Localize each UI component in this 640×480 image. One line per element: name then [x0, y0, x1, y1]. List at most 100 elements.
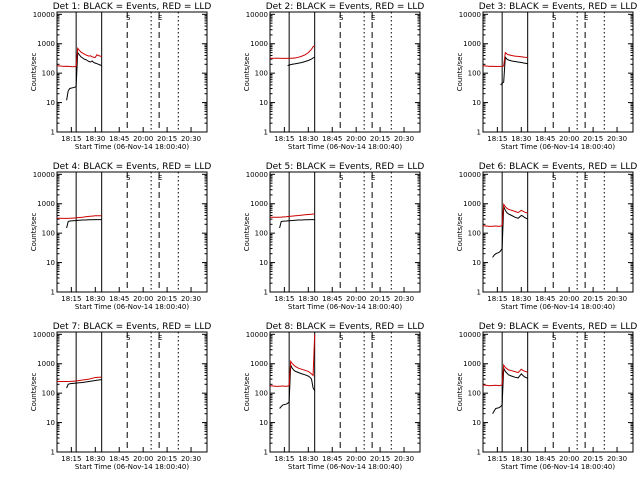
y-axis-label: Counts/sec — [456, 213, 464, 252]
x-tick-label: 20:30 — [394, 455, 414, 463]
x-axis-label: Start Time (06-Nov-14 18:00:40) — [75, 303, 189, 311]
x-tick-label: 18:45 — [322, 295, 342, 303]
y-tick-label: 1000 — [463, 200, 481, 208]
y-tick-label: 100 — [468, 390, 481, 398]
x-tick-label: 20:30 — [607, 135, 627, 143]
x-tick-label: 18:15 — [61, 455, 81, 463]
y-tick-label: 100 — [255, 390, 268, 398]
y-tick-label: 10000 — [33, 171, 55, 179]
series-events-line — [492, 366, 528, 414]
y-tick-label: 1000 — [463, 360, 481, 368]
x-tick-label: 20:00 — [133, 295, 153, 303]
x-tick-label: 18:30 — [298, 455, 318, 463]
y-axis-label: Counts/sec — [456, 373, 464, 412]
x-tick-label: 20:00 — [559, 455, 579, 463]
y-tick-label: 1 — [477, 289, 481, 297]
x-tick-label: 20:00 — [559, 295, 579, 303]
x-tick-label: 20:30 — [607, 295, 627, 303]
series-lld-line — [269, 334, 316, 387]
series-events-line — [492, 206, 528, 258]
series-lld-line — [57, 215, 102, 219]
y-tick-label: 10 — [46, 259, 55, 267]
x-tick-label: 18:45 — [109, 455, 129, 463]
x-tick-label: 20:30 — [607, 455, 627, 463]
y-tick-label: 10000 — [246, 11, 268, 19]
y-tick-label: 100 — [468, 230, 481, 238]
y-tick-label: 100 — [42, 70, 55, 78]
x-tick-label: 20:30 — [394, 135, 414, 143]
time-marker-label: E — [158, 174, 162, 182]
x-tick-label: 20:00 — [559, 135, 579, 143]
x-tick-label: 20:15 — [583, 135, 603, 143]
series-events-line — [279, 219, 315, 229]
y-tick-label: 1 — [477, 449, 481, 457]
time-marker-label: E — [158, 334, 162, 342]
series-lld-line — [482, 203, 528, 227]
y-axis-label: Counts/sec — [243, 373, 251, 412]
x-tick-label: 18:45 — [109, 295, 129, 303]
x-tick-label: 18:30 — [298, 135, 318, 143]
x-tick-label: 20:30 — [181, 135, 201, 143]
series-events-line — [287, 56, 315, 67]
series-lld-line — [482, 51, 528, 68]
y-tick-label: 1000 — [37, 360, 55, 368]
y-tick-label: 1 — [51, 289, 55, 297]
x-tick-label: 18:30 — [85, 295, 105, 303]
y-tick-label: 1000 — [463, 40, 481, 48]
y-tick-label: 1 — [51, 449, 55, 457]
x-axis-label: Start Time (06-Nov-14 18:00:40) — [75, 463, 189, 471]
x-tick-label: 20:00 — [346, 295, 366, 303]
x-tick-label: 18:45 — [322, 455, 342, 463]
x-tick-label: 20:15 — [157, 135, 177, 143]
y-tick-label: 100 — [42, 230, 55, 238]
x-tick-label: 18:15 — [274, 135, 294, 143]
x-tick-label: 18:15 — [274, 295, 294, 303]
x-tick-label: 18:30 — [298, 295, 318, 303]
y-axis-label: Counts/sec — [30, 373, 38, 412]
time-marker-label: E — [158, 14, 162, 22]
y-tick-label: 100 — [42, 390, 55, 398]
y-tick-label: 1 — [51, 129, 55, 137]
series-events-line — [500, 55, 528, 86]
y-tick-label: 1000 — [250, 200, 268, 208]
y-tick-label: 1 — [264, 129, 268, 137]
x-axis-label: Start Time (06-Nov-14 18:00:40) — [75, 143, 189, 151]
y-tick-label: 10 — [259, 99, 268, 107]
y-tick-label: 10 — [46, 99, 55, 107]
y-tick-label: 10000 — [459, 11, 481, 19]
y-tick-label: 1 — [264, 289, 268, 297]
x-tick-label: 18:45 — [322, 135, 342, 143]
series-events-line — [279, 363, 316, 409]
y-tick-label: 1000 — [250, 360, 268, 368]
time-marker-label: S — [339, 334, 344, 342]
y-tick-label: 10000 — [33, 331, 55, 339]
panel-title: Det 5: BLACK = Events, RED = LLD — [266, 162, 425, 172]
x-tick-label: 18:15 — [487, 455, 507, 463]
x-tick-label: 18:15 — [274, 455, 294, 463]
x-tick-label: 18:45 — [535, 135, 555, 143]
x-tick-label: 18:15 — [487, 295, 507, 303]
y-tick-label: 100 — [255, 230, 268, 238]
x-tick-label: 18:30 — [511, 455, 531, 463]
panel-title: Det 1: BLACK = Events, RED = LLD — [53, 2, 212, 12]
x-tick-label: 18:15 — [487, 135, 507, 143]
y-axis-label: Counts/sec — [30, 53, 38, 92]
x-tick-label: 18:45 — [535, 295, 555, 303]
x-tick-label: 20:15 — [583, 295, 603, 303]
series-events-line — [66, 219, 102, 229]
x-tick-label: 20:15 — [370, 295, 390, 303]
time-marker-label: S — [126, 174, 131, 182]
time-marker-label: E — [584, 334, 588, 342]
x-tick-label: 20:00 — [346, 455, 366, 463]
x-tick-label: 20:30 — [181, 455, 201, 463]
series-events-line — [66, 51, 102, 101]
detector-panel-8: Det 8: BLACK = Events, RED = LLD 1 10 100 10… — [243, 322, 424, 471]
time-marker-label: S — [552, 174, 557, 182]
x-tick-label: 20:00 — [133, 455, 153, 463]
plot-frame — [269, 11, 421, 133]
x-tick-label: 18:30 — [511, 135, 531, 143]
series-lld-line — [57, 376, 102, 382]
x-axis-label: Start Time (06-Nov-14 18:00:40) — [288, 463, 402, 471]
series-lld-line — [56, 47, 102, 68]
detector-panel-7: Det 7: BLACK = Events, RED = LLD 1 10 100 10… — [30, 322, 211, 471]
